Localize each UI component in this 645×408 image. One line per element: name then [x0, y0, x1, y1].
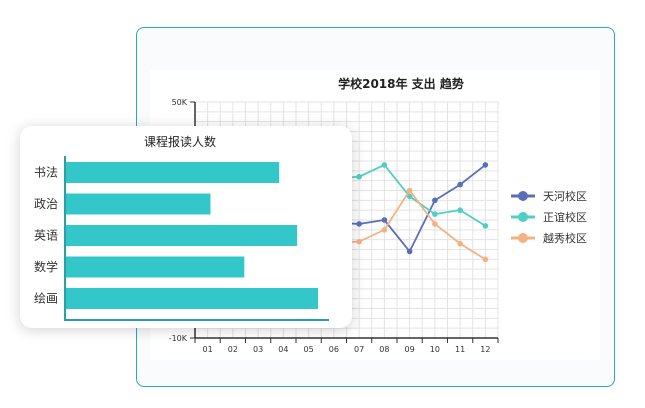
data-point [482, 162, 489, 168]
x-tick-label: 10 [430, 345, 440, 354]
data-point [457, 181, 463, 188]
bar-axes [64, 156, 329, 321]
data-point [432, 211, 438, 217]
legend-swatch-dot [518, 233, 528, 243]
legend-swatch-dot [518, 191, 528, 201]
x-tick-label: 08 [379, 345, 389, 354]
x-tick-label: 05 [304, 345, 314, 354]
data-point [356, 238, 362, 245]
data-point [381, 162, 388, 168]
data-point [432, 197, 438, 204]
category-label: 绘画 [34, 291, 58, 306]
legend-label: 越秀校区 [543, 231, 587, 245]
data-point [356, 173, 362, 180]
data-point [406, 193, 413, 200]
bar [65, 162, 280, 183]
category-label: 书法 [34, 166, 58, 180]
data-point [457, 207, 463, 213]
chart-series [194, 162, 489, 263]
data-point [356, 221, 362, 227]
x-tick-label: 01 [203, 345, 213, 354]
data-point [432, 221, 438, 227]
x-tick-label: 02 [228, 345, 238, 354]
category-label: 政治 [34, 197, 58, 211]
legend-label: 天河校区 [543, 189, 587, 203]
data-point [381, 227, 388, 233]
x-tick-label: 11 [455, 345, 465, 354]
data-point [457, 240, 463, 247]
category-label: 数学 [34, 259, 58, 274]
data-point [406, 187, 413, 194]
bar [65, 256, 245, 278]
bar [65, 193, 211, 215]
bar [65, 288, 319, 309]
data-point [406, 248, 413, 255]
data-point [381, 217, 388, 223]
legend-label: 正谊校区 [543, 210, 587, 224]
x-tick-label: 03 [253, 345, 263, 354]
legend-swatch-dot [518, 212, 528, 222]
data-point [482, 256, 489, 263]
y-tick-label: 50K [172, 98, 188, 107]
y-tick-label: -10K [169, 334, 188, 343]
x-tick-label: 12 [480, 345, 490, 354]
x-tick-label: 07 [354, 345, 364, 354]
data-point [482, 223, 489, 229]
category-label: 英语 [34, 229, 58, 243]
bar-chart-title: 课程报读人数 [144, 134, 216, 149]
x-tick-label: 06 [329, 345, 339, 354]
bar [65, 225, 298, 246]
x-tick-label: 09 [405, 345, 415, 354]
x-tick-label: 04 [278, 345, 288, 354]
chart-title: 学校2018年 支出 趋势 [338, 76, 464, 91]
course-enrollment-card: 课程报读人数 书法政治英语数学绘画 [20, 126, 352, 328]
